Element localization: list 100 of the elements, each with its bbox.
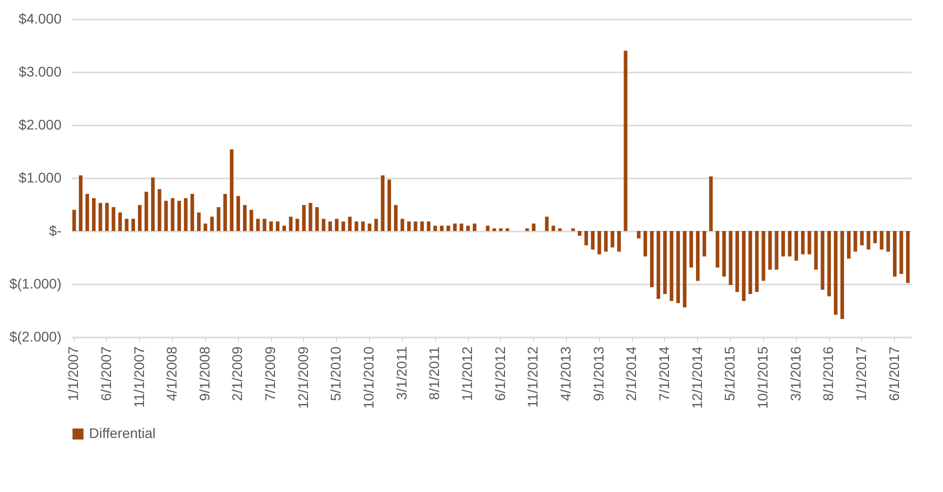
bar	[440, 226, 444, 231]
bar	[722, 231, 726, 277]
y-tick-label: $3.000	[18, 64, 62, 80]
bar	[617, 231, 621, 252]
bar	[742, 231, 746, 301]
bar	[643, 231, 648, 256]
bar	[210, 216, 214, 231]
bar	[92, 198, 96, 231]
bar	[873, 231, 877, 244]
bar	[256, 218, 260, 231]
bar	[689, 231, 694, 268]
bar	[774, 231, 778, 270]
x-tick-label: 1/1/2017	[852, 346, 869, 401]
bar	[768, 231, 772, 270]
bar	[124, 218, 128, 231]
bar	[131, 218, 136, 231]
bar	[368, 224, 372, 231]
bar	[302, 205, 306, 231]
y-tick-label: $1.000	[18, 170, 62, 186]
bar	[827, 231, 831, 296]
bar	[709, 176, 713, 231]
bar	[374, 218, 378, 231]
bar	[854, 231, 858, 252]
x-tick-label: 1/1/2012	[459, 346, 476, 401]
bar	[243, 205, 247, 231]
bar	[545, 216, 549, 231]
x-tick-label: 9/1/2013	[590, 346, 606, 401]
bar	[820, 231, 824, 290]
bar	[860, 231, 864, 246]
bar	[801, 231, 805, 254]
x-tick-label: 8/1/2016	[820, 346, 836, 401]
bar	[184, 198, 188, 231]
bar	[906, 231, 910, 283]
bar	[282, 226, 286, 231]
bar	[190, 194, 194, 231]
bar	[762, 231, 766, 281]
bar	[236, 196, 240, 231]
bar	[420, 221, 424, 231]
bar	[755, 231, 759, 292]
x-tick-label: 9/1/2008	[196, 346, 212, 401]
bar	[794, 231, 798, 261]
bar	[276, 221, 280, 231]
x-tick-label: 11/1/2007	[130, 346, 147, 408]
bar	[460, 224, 464, 231]
bar	[466, 226, 470, 231]
bar	[604, 231, 608, 252]
bar	[407, 221, 411, 231]
bar	[341, 221, 346, 231]
bar	[105, 202, 109, 231]
bar	[728, 231, 732, 286]
bar	[663, 231, 667, 294]
bar	[262, 218, 266, 231]
bar	[834, 231, 838, 315]
bar	[846, 231, 851, 259]
bar	[446, 226, 450, 231]
bar	[400, 218, 404, 231]
bar	[144, 192, 148, 231]
x-tick-label: 7/1/2014	[656, 346, 672, 401]
bar	[650, 231, 654, 288]
x-tick-label: 1/1/2007	[65, 346, 82, 401]
bar	[230, 149, 234, 231]
x-tick-label: 8/1/2011	[426, 346, 442, 400]
bar	[348, 216, 352, 231]
bar	[472, 224, 476, 231]
x-tick-label: 5/1/2015	[722, 346, 738, 401]
bar	[486, 226, 490, 231]
bar	[380, 175, 384, 231]
x-tick-label: 4/1/2013	[558, 346, 574, 401]
bar	[900, 231, 904, 274]
bar	[334, 218, 339, 231]
bar	[892, 231, 897, 277]
y-tick-label: $(2.000)	[9, 328, 62, 344]
bar	[328, 221, 332, 231]
bar	[866, 231, 870, 250]
bar	[177, 200, 181, 231]
bar	[656, 231, 660, 299]
bar	[886, 231, 890, 252]
x-tick-label: 6/1/2017	[886, 346, 902, 401]
bar	[702, 231, 706, 256]
x-tick-label: 3/1/2016	[787, 346, 804, 401]
bar	[532, 224, 536, 231]
bar	[85, 194, 90, 231]
bar	[98, 202, 102, 231]
bar	[716, 231, 720, 268]
bar	[426, 221, 430, 231]
bar	[269, 221, 273, 231]
y-tick-label: $2.000	[18, 116, 62, 132]
bar	[696, 231, 700, 281]
bar	[322, 218, 326, 231]
bar	[499, 228, 503, 231]
bar	[170, 198, 174, 231]
x-tick-label: 3/1/2011	[393, 346, 410, 400]
bar	[624, 50, 628, 231]
bar	[506, 228, 510, 231]
bar	[164, 200, 168, 231]
x-tick-label: 6/1/2012	[492, 346, 508, 401]
bar	[250, 210, 254, 231]
x-tick-label: 2/1/2014	[623, 346, 640, 401]
x-tick-label: 7/1/2009	[262, 346, 278, 401]
bar	[670, 231, 674, 301]
